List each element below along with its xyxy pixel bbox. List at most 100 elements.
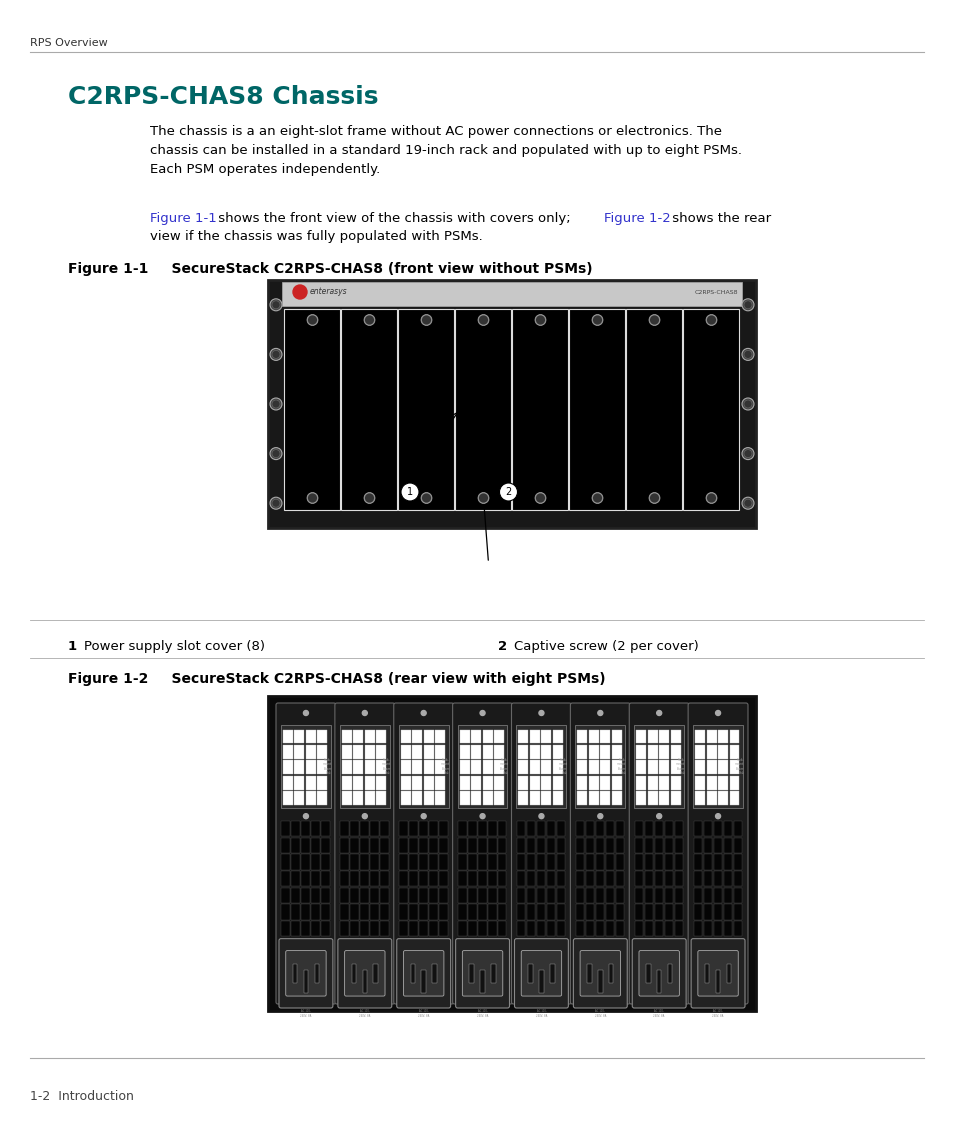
FancyBboxPatch shape (462, 950, 502, 996)
Bar (706, 745, 716, 759)
Bar (695, 745, 704, 759)
Bar (634, 905, 642, 919)
Bar (412, 791, 422, 805)
Bar (370, 854, 378, 869)
Text: AC 100-
240V, 8A: AC 100- 240V, 8A (417, 1009, 429, 1018)
Bar (577, 791, 587, 805)
Text: Rack-
mount
Power
Unit: Rack- mount Power Unit (381, 758, 391, 775)
Bar (380, 905, 388, 919)
Text: enterasys: enterasys (310, 287, 347, 297)
Bar (488, 887, 496, 903)
Text: Figure 1-1: Figure 1-1 (150, 212, 216, 226)
Circle shape (649, 315, 659, 325)
Bar (718, 791, 727, 805)
Bar (670, 776, 679, 790)
Bar (557, 838, 565, 853)
Circle shape (741, 497, 753, 510)
Bar (418, 887, 427, 903)
Bar (664, 887, 673, 903)
Bar (373, 964, 377, 982)
Circle shape (741, 398, 753, 410)
Bar (311, 821, 319, 836)
Circle shape (741, 348, 753, 361)
Bar (670, 729, 679, 743)
Bar (733, 821, 741, 836)
Circle shape (535, 493, 545, 503)
Bar (341, 745, 352, 759)
Bar (733, 887, 741, 903)
Bar (596, 871, 603, 886)
Bar (375, 776, 386, 790)
Bar (518, 791, 528, 805)
Bar (713, 905, 721, 919)
Bar (362, 971, 367, 993)
Bar (459, 729, 469, 743)
Circle shape (270, 398, 282, 410)
Bar (468, 821, 476, 836)
Bar (576, 905, 584, 919)
Text: 1: 1 (407, 487, 413, 497)
Bar (370, 887, 378, 903)
Bar (399, 821, 407, 836)
Bar (418, 921, 427, 937)
Text: Rack-
mount
Power
Unit: Rack- mount Power Unit (499, 758, 508, 775)
Bar (674, 921, 682, 937)
Bar (418, 854, 427, 869)
Bar (526, 854, 535, 869)
Bar (654, 921, 662, 937)
Circle shape (270, 448, 282, 459)
Bar (469, 964, 474, 982)
Bar (537, 887, 545, 903)
FancyBboxPatch shape (335, 703, 395, 1004)
Bar (541, 745, 551, 759)
Text: AC 100-
240V, 8A: AC 100- 240V, 8A (476, 1009, 488, 1018)
Text: AC 100-
240V, 8A: AC 100- 240V, 8A (300, 1009, 312, 1018)
Bar (615, 838, 623, 853)
Bar (664, 854, 673, 869)
Bar (654, 838, 662, 853)
Bar (350, 887, 358, 903)
Bar (577, 729, 587, 743)
Bar (306, 776, 315, 790)
Text: SecureStack C2RPS-CHAS8 (front view without PSMs): SecureStack C2RPS-CHAS8 (front view with… (152, 262, 592, 276)
Circle shape (656, 814, 661, 819)
Bar (722, 838, 731, 853)
Bar (588, 791, 598, 805)
Bar (457, 887, 466, 903)
Bar (654, 821, 662, 836)
Bar (423, 760, 434, 774)
Circle shape (478, 315, 488, 325)
Bar (497, 838, 506, 853)
Bar (605, 921, 614, 937)
Bar (438, 838, 447, 853)
Bar (488, 821, 496, 836)
Bar (283, 776, 293, 790)
Bar (283, 745, 293, 759)
Bar (654, 854, 662, 869)
Text: AC 100-
240V, 8A: AC 100- 240V, 8A (712, 1009, 723, 1018)
Bar (429, 887, 437, 903)
Bar (664, 921, 673, 937)
Bar (636, 760, 645, 774)
Bar (569, 308, 625, 510)
Bar (423, 791, 434, 805)
Bar (497, 921, 506, 937)
Bar (409, 871, 417, 886)
Bar (695, 776, 704, 790)
Bar (360, 905, 369, 919)
Bar (301, 905, 310, 919)
Bar (588, 729, 598, 743)
Bar (659, 745, 668, 759)
Bar (713, 854, 721, 869)
Bar (722, 854, 731, 869)
Bar (546, 905, 555, 919)
Bar (321, 838, 330, 853)
Bar (644, 821, 653, 836)
Bar (418, 871, 427, 886)
Bar (654, 887, 662, 903)
Bar (575, 725, 624, 808)
Bar (553, 729, 562, 743)
Bar (553, 745, 562, 759)
Bar (599, 776, 610, 790)
Bar (537, 838, 545, 853)
